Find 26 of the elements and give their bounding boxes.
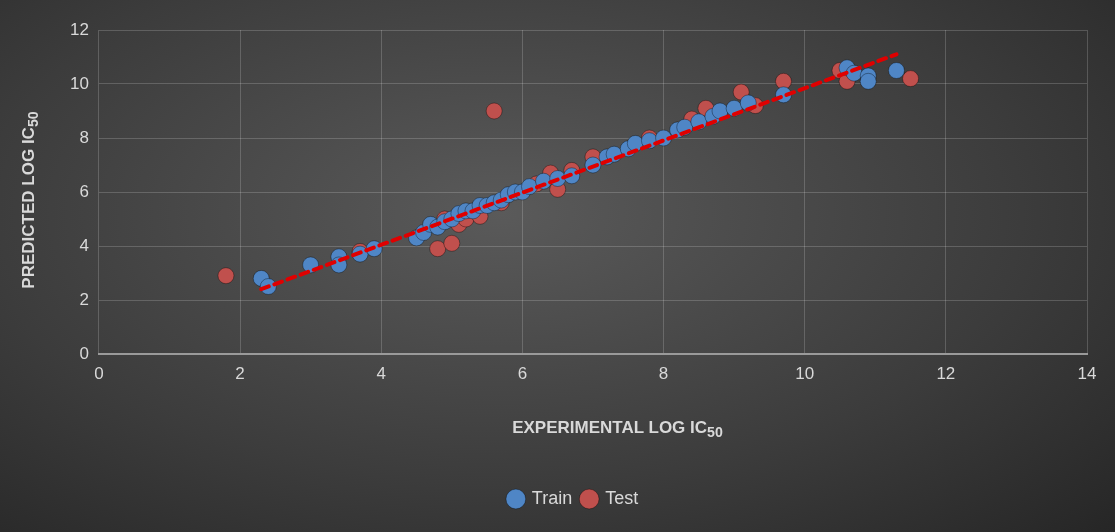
y-tick-label: 0 — [79, 343, 89, 363]
x-tick-label: 2 — [235, 363, 245, 383]
legend-label: Train — [531, 487, 573, 508]
x-tick-label: 8 — [658, 363, 669, 383]
y-tick-label: 6 — [79, 181, 89, 201]
x-tick-label: 0 — [94, 363, 104, 383]
x-tick-label: 12 — [936, 363, 956, 383]
point — [443, 234, 461, 252]
point — [217, 267, 235, 285]
x-tick-label: 6 — [517, 363, 528, 383]
point — [902, 70, 920, 88]
y-tick-label: 10 — [69, 73, 89, 93]
point — [775, 72, 793, 90]
point — [859, 72, 877, 90]
x-tick-label: 14 — [1077, 363, 1097, 383]
y-tick-label: 4 — [79, 235, 89, 255]
point — [429, 240, 447, 258]
x-axis-title: EXPERIMENTAL LOG IC$_{50}$ — [511, 418, 724, 441]
point — [887, 62, 905, 79]
y-tick-label: 8 — [79, 127, 89, 147]
x-tick-label: 4 — [376, 363, 386, 383]
point — [485, 102, 503, 120]
legend-label: Test — [605, 487, 639, 508]
x-tick-label: 10 — [795, 363, 815, 383]
y-tick-label: 2 — [79, 289, 89, 309]
y-tick-label: 12 — [69, 19, 89, 39]
